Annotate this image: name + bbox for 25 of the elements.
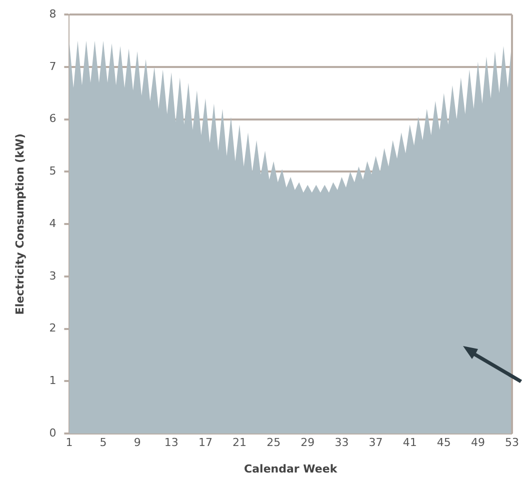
x-tick-label: 9 <box>134 436 141 450</box>
y-axis-title: Electricity Consumption (kW) <box>13 134 26 315</box>
x-tick-label: 45 <box>436 436 451 450</box>
y-tick-label: 7 <box>49 60 56 73</box>
x-tick-label: 25 <box>266 436 281 450</box>
x-tick-label: 33 <box>334 436 349 450</box>
y-tick-label: 4 <box>49 216 56 230</box>
x-tick-label: 49 <box>470 436 485 450</box>
y-tick-label: 3 <box>49 269 56 282</box>
x-tick-label: 37 <box>368 436 383 450</box>
x-tick-label: 1 <box>66 436 73 450</box>
x-tick-label: 5 <box>100 436 107 450</box>
x-tick-label: 21 <box>232 436 247 450</box>
y-tick-label: 2 <box>49 322 56 335</box>
y-tick-label: 1 <box>49 374 56 388</box>
y-tick-label: 0 <box>49 426 56 440</box>
x-tick-label: 13 <box>164 436 178 450</box>
x-tick-label: 17 <box>198 436 212 450</box>
y-tick-label: 6 <box>49 112 56 126</box>
y-tick-label: 8 <box>49 7 56 20</box>
x-tick-label: 29 <box>300 436 315 450</box>
x-tick-label: 53 <box>505 436 519 450</box>
y-tick-label: 5 <box>49 164 56 178</box>
x-axis-title: Calendar Week <box>244 462 338 476</box>
x-tick-label: 41 <box>402 436 417 450</box>
